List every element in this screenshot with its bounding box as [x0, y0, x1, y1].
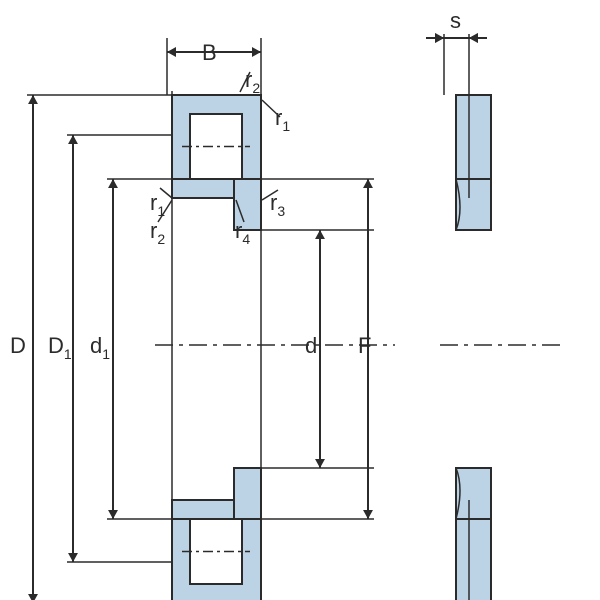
- left-inner-top: [172, 179, 234, 198]
- arrowhead: [363, 179, 373, 188]
- arrowhead: [315, 459, 325, 468]
- arrowhead: [108, 510, 118, 519]
- label-r1-bot: r1: [150, 190, 165, 219]
- left-inner-bottom: [172, 500, 234, 519]
- label-D: D: [10, 333, 26, 358]
- arrowhead: [435, 33, 444, 43]
- label-r2-top: r2: [245, 67, 260, 96]
- label-r1-top: r1: [275, 105, 290, 134]
- arrowhead: [28, 594, 38, 600]
- label-s: s: [450, 8, 461, 33]
- arrowhead: [28, 95, 38, 104]
- label-d1: d1: [90, 333, 110, 362]
- arrowhead: [252, 47, 261, 57]
- line: [160, 188, 172, 198]
- arrowhead: [108, 179, 118, 188]
- label-B: B: [202, 40, 217, 65]
- label-r3: r3: [270, 190, 285, 219]
- left-flange-bottom: [234, 468, 261, 519]
- label-d: d: [305, 333, 317, 358]
- label-F: F: [358, 333, 371, 358]
- arrowhead: [167, 47, 176, 57]
- label-D1: D1: [48, 333, 72, 362]
- right-flange-top: [456, 179, 491, 230]
- arrowhead: [469, 33, 478, 43]
- arrowhead: [68, 135, 78, 144]
- right-flange-bottom: [456, 468, 491, 519]
- arrowhead: [68, 553, 78, 562]
- arrowhead: [315, 230, 325, 239]
- label-r2-bot: r2: [150, 218, 165, 247]
- arrowhead: [363, 510, 373, 519]
